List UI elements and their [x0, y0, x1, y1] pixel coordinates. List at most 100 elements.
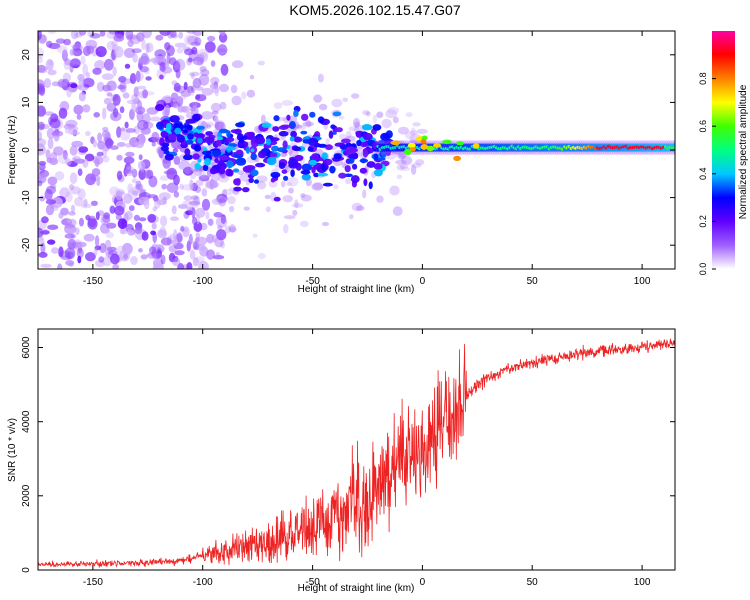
y-tick-label: 0 [21, 567, 32, 573]
spectrogram-blob [250, 152, 257, 161]
spectrogram-blob [170, 92, 179, 100]
spectrogram-blob [138, 196, 150, 206]
spectrogram-blob [290, 130, 297, 138]
spectrogram-blob [245, 146, 250, 154]
spectrogram-blob [102, 155, 110, 163]
spectrogram-blob [239, 173, 250, 182]
spectrogram-blob [187, 133, 194, 140]
spectrogram-blob [67, 238, 76, 250]
spectrogram-blob [197, 48, 209, 58]
spectrogram-blob [143, 170, 152, 179]
spectrogram-blob [157, 229, 168, 239]
spectrogram-blob [173, 174, 180, 186]
spectrogram-blob [70, 204, 76, 213]
spectrogram-blob [47, 137, 54, 150]
spectrogram-blob [206, 233, 215, 244]
spectrogram-blob [45, 199, 57, 205]
spectrogram-blob [333, 184, 339, 190]
spectrogram-blob [161, 142, 170, 148]
spectrogram-blob [78, 146, 89, 153]
spectrogram-blob [141, 39, 146, 51]
spectrogram-blob [204, 121, 215, 127]
spectrogram-blob [341, 162, 347, 169]
spectrogram-blob [78, 91, 86, 102]
spectrogram-blob [270, 177, 276, 183]
spectrogram-blob [171, 239, 178, 246]
spectrogram-blob [76, 247, 84, 259]
spectrogram-blob [172, 148, 179, 153]
spectrogram-blob [124, 63, 131, 69]
spectrogram-blob [218, 167, 226, 175]
spectrogram-blob [295, 124, 307, 130]
spectrogram-blob [183, 81, 188, 91]
spectrogram-blob [189, 179, 194, 191]
spectrogram-blob [142, 113, 151, 125]
spectrogram-blob [147, 213, 157, 223]
spectrogram-blob [85, 173, 96, 186]
spectrogram-blob [283, 175, 289, 181]
spectrogram-blob [171, 205, 177, 215]
spectrogram-blob [40, 108, 45, 115]
spectrogram-blob [189, 102, 201, 109]
spectrogram-blob [235, 157, 247, 166]
spectrogram-blob [73, 104, 84, 115]
snr-plot-area [38, 329, 675, 570]
spectrogram-blob [159, 226, 167, 237]
spectrogram-blob [38, 47, 44, 59]
spectrogram-blob [53, 146, 64, 156]
colorbar-ticks: 0.0 0.2 0.4 0.6 0.8 [698, 72, 716, 275]
spectrogram-blob [281, 169, 288, 174]
spectrogram-blob [287, 176, 299, 187]
spectrogram-blob [235, 178, 241, 186]
spectrogram-blob [278, 125, 289, 130]
spectrogram-blob [174, 233, 183, 243]
spectrogram-blob [207, 35, 216, 42]
spectrogram-blob [137, 188, 147, 193]
spectrogram-blob [195, 179, 204, 187]
spectrogram-blob [99, 31, 106, 37]
spectrogram-blob [270, 152, 278, 158]
spectrogram-blob [184, 166, 191, 175]
spectrogram-blob [213, 115, 219, 124]
spectrogram-blob [64, 223, 77, 235]
spectrogram-blob [69, 48, 75, 56]
spectrogram-blob [189, 249, 196, 260]
spectrogram-blob [352, 117, 361, 128]
spectrogram-blob [339, 133, 347, 140]
spectrogram-blob [292, 209, 298, 216]
colorbar-tick-label: 0.8 [698, 72, 708, 85]
spectrogram-blob [85, 130, 91, 137]
spectrogram-blob [272, 126, 280, 132]
spectrogram-blob [48, 157, 59, 166]
spectrogram-blob [145, 42, 150, 54]
spectrogram-blob [672, 146, 675, 150]
spectrogram-blob [115, 190, 123, 201]
spectrogram-blob [404, 131, 416, 140]
spectrogram-blob [137, 160, 146, 171]
spectrogram-blob [129, 73, 137, 85]
spectrogram-blob [226, 160, 234, 169]
spectrogram-blob [146, 107, 159, 115]
spectrogram-blob [93, 247, 98, 256]
spectrogram-blob [395, 159, 407, 165]
colorbar-bar [712, 31, 735, 269]
spectrogram-blob [146, 42, 154, 53]
spectrogram-blob [105, 232, 114, 239]
spectrogram-blob [345, 130, 352, 139]
spectrogram-blob [193, 144, 202, 152]
spectrogram-blob [192, 153, 200, 160]
spectrogram-blob [204, 181, 211, 189]
spectrogram-blob [278, 130, 289, 137]
spectrogram-blob [255, 136, 266, 145]
spectrogram-blob [182, 200, 193, 206]
spectrogram-blob [226, 169, 234, 177]
spectrogram-blob [193, 195, 200, 205]
spectrogram-blob [195, 94, 207, 102]
spectrogram-blob [284, 164, 289, 171]
spectrogram-blob [127, 183, 134, 194]
spectrogram-blob [273, 115, 280, 122]
spectrogram-blob [200, 69, 210, 77]
spectrogram-blob [190, 85, 196, 93]
spectrogram-blob [110, 253, 120, 265]
spectrogram-blob [373, 163, 383, 170]
